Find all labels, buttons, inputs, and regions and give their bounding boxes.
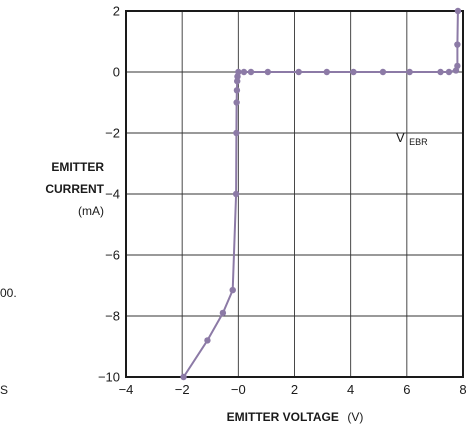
data-point	[350, 68, 357, 76]
data-point	[247, 68, 255, 76]
data-point	[264, 68, 272, 76]
x-axis-label-name: EMITTER VOLTAGE	[227, 410, 339, 424]
x-tick-label: −0	[231, 382, 246, 397]
x-tick-label: −4	[119, 382, 134, 397]
x-axis-label: EMITTER VOLTAGE (V)	[227, 408, 364, 425]
x-tick-label: −2	[175, 382, 190, 397]
y-tick-label: −4	[105, 187, 120, 202]
data-point	[445, 68, 453, 76]
vebr-annotation-main: V	[396, 130, 405, 145]
data-point	[454, 41, 461, 48]
y-tick-label: −6	[105, 248, 120, 263]
plot-frame	[125, 10, 464, 378]
y-tick-label: 0	[113, 65, 120, 80]
data-point	[204, 337, 211, 344]
y-axis-ticks: −10 −8 −6 −4 −2 0 2	[98, 4, 120, 385]
y-tick-label: −8	[105, 309, 120, 324]
cropped-text-fragment: 00.	[0, 286, 17, 300]
data-point	[454, 62, 461, 70]
data-point	[233, 99, 240, 106]
y-axis-label-line1: EMITTER	[51, 160, 104, 174]
y-tick-label: −2	[105, 126, 120, 141]
data-point	[233, 87, 241, 94]
data-point	[295, 68, 302, 76]
x-axis-ticks: −4 −2 −0 2 4 6 8	[119, 382, 467, 397]
data-point	[323, 68, 330, 76]
data-point	[437, 68, 444, 76]
x-tick-label: 6	[403, 382, 410, 397]
data-point	[229, 286, 236, 294]
data-point	[232, 190, 240, 198]
y-tick-label: −10	[98, 370, 120, 385]
y-tick-label: 2	[113, 4, 120, 19]
x-tick-label: 8	[459, 382, 466, 397]
vebr-annotation-sub: EBR	[409, 137, 428, 147]
data-point	[234, 77, 241, 85]
vebr-annotation: V EBR	[396, 129, 428, 147]
y-axis-unit: (mA)	[78, 204, 104, 218]
data-point	[454, 7, 462, 15]
data-point	[233, 129, 240, 137]
x-tick-label: 4	[347, 382, 354, 397]
x-axis-label-unit: (V)	[347, 410, 363, 424]
series-group	[180, 7, 462, 381]
data-point	[406, 68, 413, 76]
x-tick-label: 2	[291, 382, 298, 397]
data-point	[235, 68, 242, 76]
data-point	[240, 68, 248, 76]
cropped-text-fragment: S	[0, 383, 9, 397]
y-axis-label-line2: CURRENT	[45, 182, 104, 196]
grid-lines	[126, 11, 463, 377]
data-point	[379, 68, 387, 76]
data-point	[219, 309, 227, 317]
data-point	[180, 373, 187, 381]
